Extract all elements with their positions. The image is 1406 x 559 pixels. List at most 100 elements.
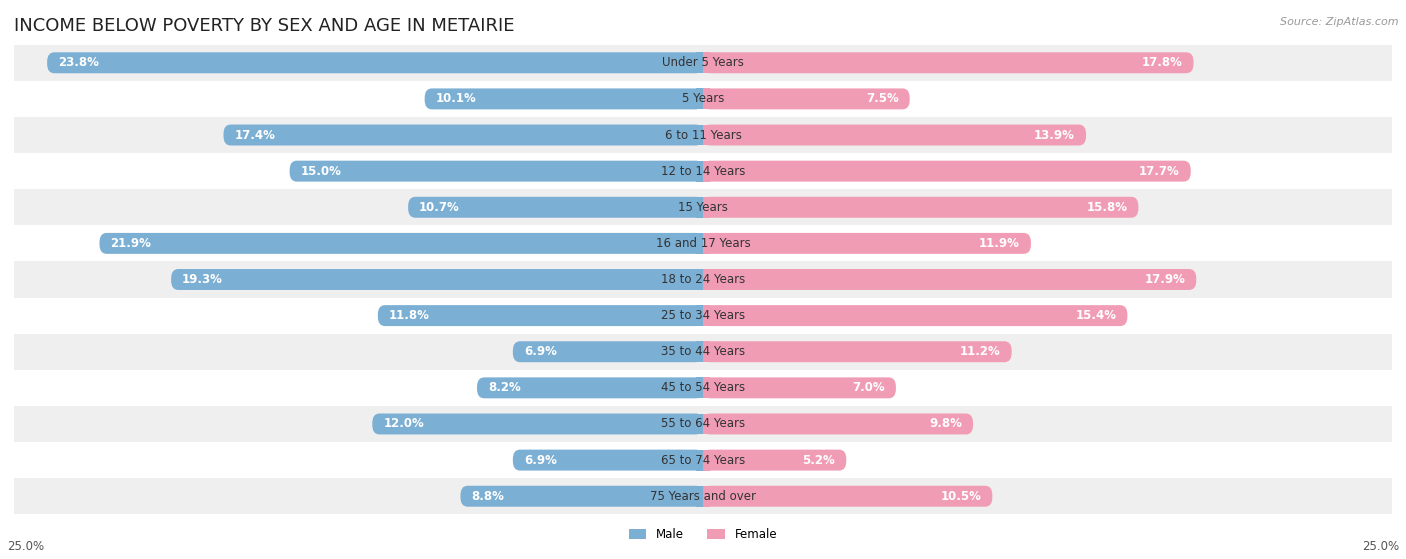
Text: Source: ZipAtlas.com: Source: ZipAtlas.com xyxy=(1281,17,1399,27)
FancyBboxPatch shape xyxy=(14,45,1392,81)
Text: 5.2%: 5.2% xyxy=(803,453,835,467)
FancyBboxPatch shape xyxy=(696,414,703,434)
FancyBboxPatch shape xyxy=(703,341,1012,362)
FancyBboxPatch shape xyxy=(14,81,1392,117)
FancyBboxPatch shape xyxy=(172,269,703,290)
FancyBboxPatch shape xyxy=(703,53,1194,73)
FancyBboxPatch shape xyxy=(703,269,1197,290)
FancyBboxPatch shape xyxy=(461,486,703,506)
Text: 45 to 54 Years: 45 to 54 Years xyxy=(661,381,745,394)
FancyBboxPatch shape xyxy=(696,125,703,145)
FancyBboxPatch shape xyxy=(14,478,1392,514)
FancyBboxPatch shape xyxy=(14,117,1392,153)
Text: 15.8%: 15.8% xyxy=(1087,201,1128,214)
Text: 13.9%: 13.9% xyxy=(1035,129,1076,141)
Text: 17.9%: 17.9% xyxy=(1144,273,1185,286)
FancyBboxPatch shape xyxy=(696,53,703,73)
Text: 75 Years and over: 75 Years and over xyxy=(650,490,756,503)
FancyBboxPatch shape xyxy=(14,225,1392,262)
FancyBboxPatch shape xyxy=(14,189,1392,225)
FancyBboxPatch shape xyxy=(696,305,703,326)
FancyBboxPatch shape xyxy=(703,305,1128,326)
FancyBboxPatch shape xyxy=(703,160,1191,182)
FancyBboxPatch shape xyxy=(14,262,1392,297)
Text: 16 and 17 Years: 16 and 17 Years xyxy=(655,237,751,250)
FancyBboxPatch shape xyxy=(696,160,703,182)
FancyBboxPatch shape xyxy=(703,449,710,471)
Text: 11.8%: 11.8% xyxy=(389,309,430,322)
Text: 17.7%: 17.7% xyxy=(1139,165,1180,178)
FancyBboxPatch shape xyxy=(378,305,703,326)
FancyBboxPatch shape xyxy=(408,197,703,218)
FancyBboxPatch shape xyxy=(703,197,1139,218)
Text: 65 to 74 Years: 65 to 74 Years xyxy=(661,453,745,467)
FancyBboxPatch shape xyxy=(425,88,703,110)
Text: 11.9%: 11.9% xyxy=(979,237,1019,250)
FancyBboxPatch shape xyxy=(703,486,993,506)
Text: 25.0%: 25.0% xyxy=(7,541,44,553)
Text: 6 to 11 Years: 6 to 11 Years xyxy=(665,129,741,141)
FancyBboxPatch shape xyxy=(224,125,703,145)
Text: 7.0%: 7.0% xyxy=(852,381,884,394)
FancyBboxPatch shape xyxy=(703,341,710,362)
FancyBboxPatch shape xyxy=(703,414,973,434)
FancyBboxPatch shape xyxy=(703,377,710,399)
Text: INCOME BELOW POVERTY BY SEX AND AGE IN METAIRIE: INCOME BELOW POVERTY BY SEX AND AGE IN M… xyxy=(14,17,515,35)
Text: 55 to 64 Years: 55 to 64 Years xyxy=(661,418,745,430)
FancyBboxPatch shape xyxy=(703,233,1031,254)
FancyBboxPatch shape xyxy=(696,449,703,471)
Text: 7.5%: 7.5% xyxy=(866,92,898,106)
FancyBboxPatch shape xyxy=(703,88,910,110)
Text: 6.9%: 6.9% xyxy=(524,453,557,467)
Text: 9.8%: 9.8% xyxy=(929,418,962,430)
FancyBboxPatch shape xyxy=(696,269,703,290)
Text: 15.0%: 15.0% xyxy=(301,165,342,178)
FancyBboxPatch shape xyxy=(14,406,1392,442)
Text: 15 Years: 15 Years xyxy=(678,201,728,214)
Text: 10.1%: 10.1% xyxy=(436,92,477,106)
Text: 8.8%: 8.8% xyxy=(471,490,505,503)
Text: 25.0%: 25.0% xyxy=(1362,541,1399,553)
FancyBboxPatch shape xyxy=(14,442,1392,478)
FancyBboxPatch shape xyxy=(703,160,710,182)
Text: 12 to 14 Years: 12 to 14 Years xyxy=(661,165,745,178)
FancyBboxPatch shape xyxy=(703,486,710,506)
FancyBboxPatch shape xyxy=(477,377,703,399)
FancyBboxPatch shape xyxy=(48,53,703,73)
FancyBboxPatch shape xyxy=(290,160,703,182)
Text: 23.8%: 23.8% xyxy=(58,56,98,69)
FancyBboxPatch shape xyxy=(373,414,703,434)
Legend: Male, Female: Male, Female xyxy=(624,523,782,546)
FancyBboxPatch shape xyxy=(14,370,1392,406)
FancyBboxPatch shape xyxy=(696,486,703,506)
Text: Under 5 Years: Under 5 Years xyxy=(662,56,744,69)
Text: 5 Years: 5 Years xyxy=(682,92,724,106)
FancyBboxPatch shape xyxy=(703,125,710,145)
Text: 17.8%: 17.8% xyxy=(1142,56,1182,69)
FancyBboxPatch shape xyxy=(14,334,1392,370)
FancyBboxPatch shape xyxy=(703,53,710,73)
FancyBboxPatch shape xyxy=(703,197,710,218)
FancyBboxPatch shape xyxy=(513,449,703,471)
FancyBboxPatch shape xyxy=(703,233,710,254)
Text: 25 to 34 Years: 25 to 34 Years xyxy=(661,309,745,322)
Text: 8.2%: 8.2% xyxy=(488,381,520,394)
FancyBboxPatch shape xyxy=(696,233,703,254)
Text: 10.7%: 10.7% xyxy=(419,201,460,214)
Text: 15.4%: 15.4% xyxy=(1076,309,1116,322)
FancyBboxPatch shape xyxy=(100,233,703,254)
FancyBboxPatch shape xyxy=(696,377,703,399)
Text: 17.4%: 17.4% xyxy=(235,129,276,141)
FancyBboxPatch shape xyxy=(703,305,710,326)
FancyBboxPatch shape xyxy=(696,88,703,110)
Text: 6.9%: 6.9% xyxy=(524,345,557,358)
FancyBboxPatch shape xyxy=(703,414,710,434)
FancyBboxPatch shape xyxy=(703,88,710,110)
Text: 11.2%: 11.2% xyxy=(960,345,1001,358)
FancyBboxPatch shape xyxy=(703,269,710,290)
FancyBboxPatch shape xyxy=(696,197,703,218)
FancyBboxPatch shape xyxy=(703,125,1085,145)
Text: 10.5%: 10.5% xyxy=(941,490,981,503)
Text: 21.9%: 21.9% xyxy=(111,237,152,250)
Text: 12.0%: 12.0% xyxy=(384,418,425,430)
